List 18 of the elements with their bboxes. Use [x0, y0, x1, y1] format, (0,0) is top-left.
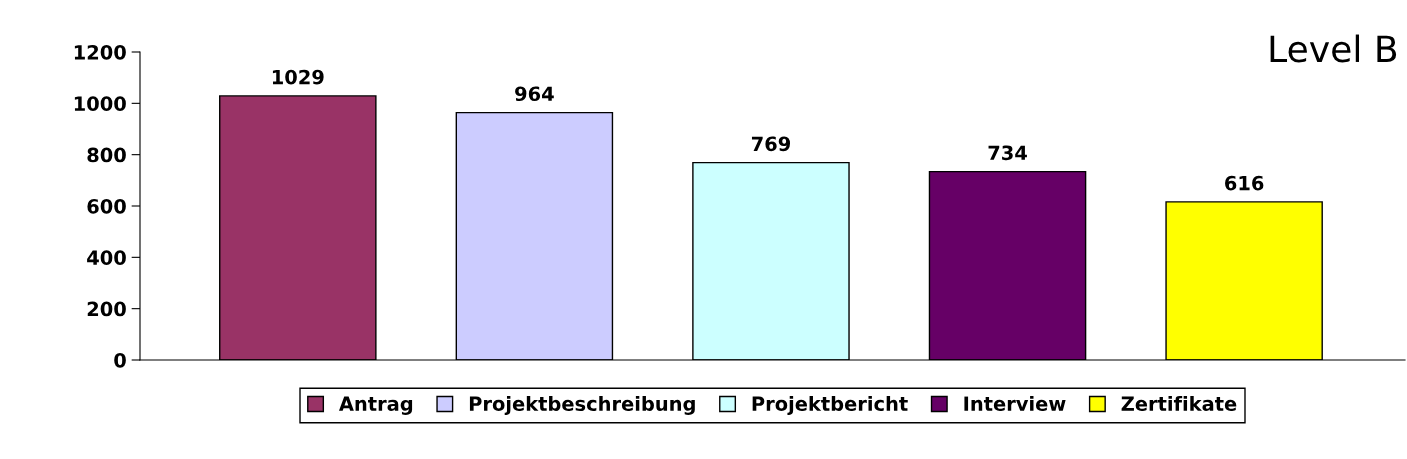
y-tick-label: 1000 — [74, 96, 126, 111]
legend-label: Antrag — [338, 396, 413, 415]
legend-label: Projektbeschreibung — [469, 395, 695, 415]
data-label: 964 — [515, 86, 554, 102]
y-tick-label: 0 — [114, 352, 126, 368]
data-label: 1029 — [272, 69, 324, 85]
y-tick-label: 800 — [87, 147, 126, 163]
data-label: 769 — [751, 136, 791, 152]
y-tick-label: 600 — [87, 198, 126, 214]
y-tick-label: 400 — [87, 250, 126, 265]
legend-label: Interview — [964, 395, 1066, 412]
y-tick-label: 1200 — [74, 44, 126, 60]
data-label: 734 — [988, 145, 1027, 161]
data-label: 616 — [1225, 175, 1264, 191]
y-tick-label: 200 — [87, 301, 126, 317]
chart-title: Level B — [1270, 34, 1397, 63]
legend-label: Zertifikate — [1121, 395, 1237, 412]
legend-label: Projektbericht — [752, 395, 908, 415]
